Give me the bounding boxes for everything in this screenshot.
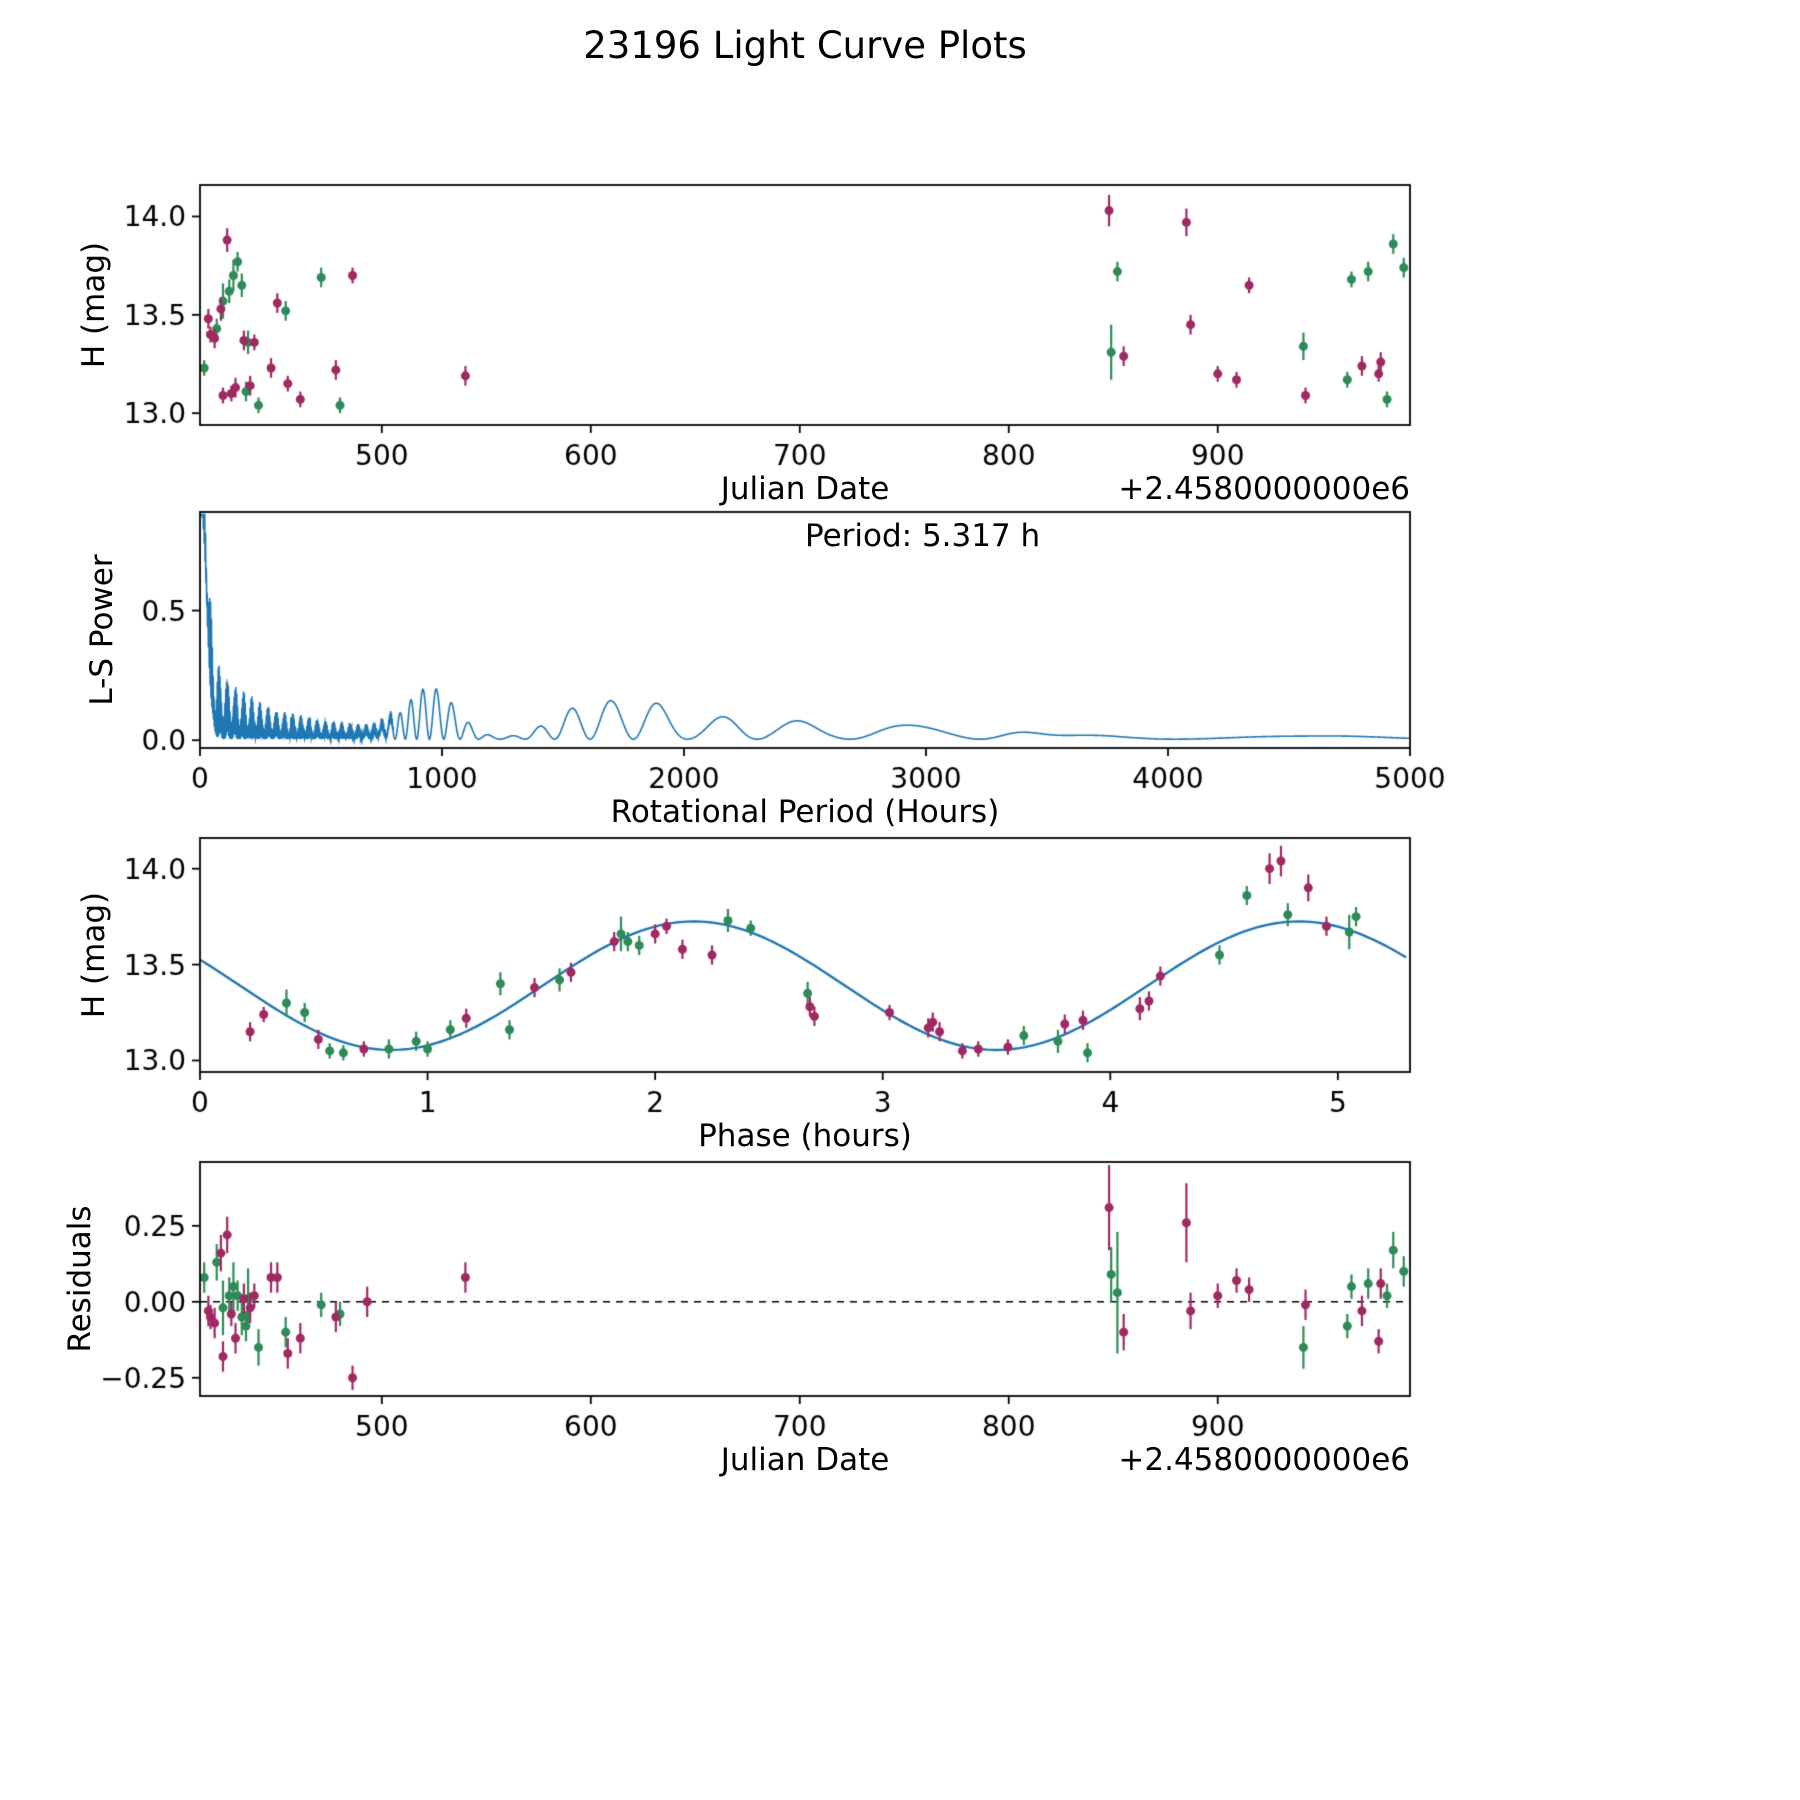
panel1-xlabel: Julian Date xyxy=(720,471,890,507)
panel3-ylabel: H (mag) xyxy=(76,891,112,1019)
panel4-ylabel: Residuals xyxy=(62,1205,98,1353)
panel3-xlabel: Phase (hours) xyxy=(698,1118,912,1154)
panel4-x-offset: +2.4580000000e6 xyxy=(1118,1442,1410,1478)
panel1-ylabel: H (mag) xyxy=(76,241,112,369)
panel2-ylabel: L-S Power xyxy=(84,554,120,706)
panel2-xlabel: Rotational Period (Hours) xyxy=(610,794,1000,830)
best-period-annotation: Period: 5.317 h xyxy=(805,518,1041,554)
figure-title: 23196 Light Curve Plots xyxy=(583,24,1027,67)
panel4-xlabel: Julian Date xyxy=(720,1442,890,1478)
panel1-x-offset: +2.4580000000e6 xyxy=(1118,471,1410,507)
